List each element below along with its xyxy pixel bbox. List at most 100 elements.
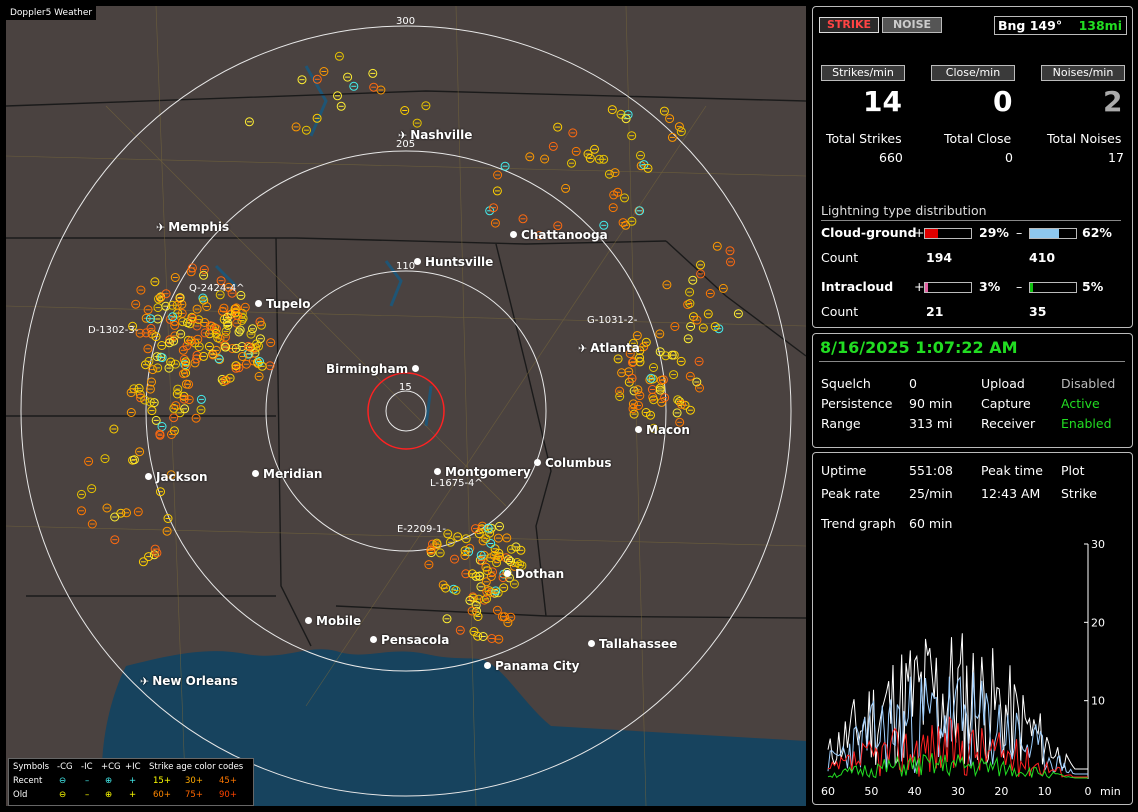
- strike-marker: [240, 302, 250, 312]
- strike-marker: [498, 573, 508, 583]
- strike-marker: [100, 454, 110, 464]
- strike-marker: [243, 341, 253, 351]
- strike-marker: [553, 122, 563, 132]
- strike-marker: [506, 557, 516, 566]
- ic-negative-percent: 5%: [1082, 279, 1104, 294]
- x-tick-label: 20: [994, 785, 1008, 798]
- noises-per-min-button[interactable]: Noises/min: [1041, 65, 1125, 81]
- strike-marker: [257, 361, 267, 371]
- trend-graph: 30 20 10 60 50 40 30 20 10 0 min: [821, 539, 1121, 798]
- storm-label: E-2209-1-: [397, 524, 446, 535]
- strike-marker: [226, 310, 235, 320]
- strike-marker: [192, 304, 202, 314]
- strike-marker: [710, 322, 720, 331]
- strike-marker: [369, 82, 379, 92]
- ring-label-110: 110: [396, 261, 416, 272]
- strike-marker: [438, 580, 448, 590]
- airport-icon: ✈: [140, 675, 150, 688]
- storm-label: Q-2424-4^: [189, 283, 245, 294]
- strike-marker: [635, 357, 645, 367]
- strike-marker: [481, 577, 491, 587]
- lightning-map[interactable]: Doppler5 Weather 300 205 110 15 ✈ Nashvil…: [6, 6, 806, 806]
- strike-marker: [163, 514, 173, 523]
- strike-marker: [635, 391, 645, 401]
- ic-count-label: Count: [821, 304, 859, 319]
- strike-marker: [349, 81, 359, 91]
- close-per-min-button[interactable]: Close/min: [931, 65, 1015, 81]
- strike-marker: [152, 548, 162, 558]
- storm-label: G-1031-2-: [587, 315, 638, 326]
- strike-marker: [202, 302, 212, 311]
- strike-marker: [685, 287, 695, 297]
- strike-marker: [515, 560, 525, 569]
- strike-marker: [615, 392, 625, 401]
- strike-marker: [604, 169, 614, 179]
- strike-marker: [610, 168, 620, 178]
- trend-graph-label: Trend graph: [821, 516, 896, 531]
- strike-marker: [662, 280, 672, 290]
- strike-marker: [703, 309, 713, 319]
- strike-marker: [455, 625, 465, 635]
- peak-rate-value: 25/min: [909, 486, 953, 501]
- strike-marker: [179, 391, 189, 401]
- strike-marker: [224, 282, 234, 292]
- strike-marker: [181, 357, 191, 367]
- strike-marker: [129, 455, 139, 465]
- strike-marker: [567, 158, 576, 168]
- noise-button[interactable]: NOISE: [882, 17, 942, 33]
- strike-marker: [148, 365, 158, 375]
- strike-marker: [199, 265, 209, 274]
- cg-negative-bar: [1029, 228, 1077, 239]
- strike-marker: [607, 105, 617, 115]
- strike-marker: [476, 550, 486, 560]
- strike-marker: [685, 299, 695, 308]
- strike-marker: [194, 315, 204, 325]
- cloud-ground-label: Cloud-ground: [821, 225, 917, 240]
- city-dot-icon: [588, 640, 595, 647]
- strike-marker: [490, 218, 500, 228]
- strike-marker: [483, 523, 493, 533]
- strike-marker: [688, 275, 698, 285]
- strike-marker: [453, 532, 463, 542]
- uptime-label: Uptime: [821, 463, 867, 478]
- strike-marker: [177, 299, 187, 309]
- total-strikes-value: 660: [879, 150, 903, 165]
- total-close-label: Total Close: [944, 131, 1012, 146]
- total-strikes-label: Total Strikes: [826, 131, 902, 146]
- strike-marker: [135, 389, 145, 399]
- cg-count-label: Count: [821, 250, 859, 265]
- strike-marker: [493, 170, 503, 180]
- strike-marker: [222, 312, 232, 322]
- strike-marker: [84, 456, 94, 466]
- trend-axes: [1084, 543, 1089, 779]
- strike-marker: [646, 373, 656, 383]
- city-meridian: Meridian: [252, 467, 322, 481]
- strike-marker: [660, 393, 670, 403]
- strike-marker: [147, 406, 157, 416]
- strike-marker: [621, 220, 631, 230]
- strike-marker: [87, 519, 97, 529]
- strike-marker: [615, 386, 625, 396]
- strike-marker: [616, 109, 626, 119]
- trend-graph-value[interactable]: 60 min: [909, 516, 953, 531]
- strike-marker: [155, 430, 165, 440]
- strike-marker: [136, 285, 146, 295]
- gulf-of-mexico: [102, 649, 806, 806]
- strike-marker: [461, 569, 471, 579]
- strike-marker: [167, 430, 176, 439]
- strike-marker: [503, 618, 513, 628]
- strikes-per-min-button[interactable]: Strikes/min: [821, 65, 905, 81]
- strike-marker: [492, 186, 502, 196]
- strike-marker: [110, 535, 120, 545]
- close-strike-ring: [367, 372, 445, 450]
- strike-marker: [225, 373, 235, 383]
- strike-button[interactable]: STRIKE: [819, 17, 879, 33]
- strike-marker: [594, 154, 604, 164]
- strike-marker: [568, 128, 578, 138]
- strike-marker: [675, 397, 685, 406]
- strike-marker: [169, 413, 179, 423]
- plot-value[interactable]: Strike: [1061, 486, 1097, 501]
- y-tick-label: 10: [1091, 695, 1105, 708]
- strike-marker: [692, 377, 702, 387]
- strike-marker: [180, 404, 190, 414]
